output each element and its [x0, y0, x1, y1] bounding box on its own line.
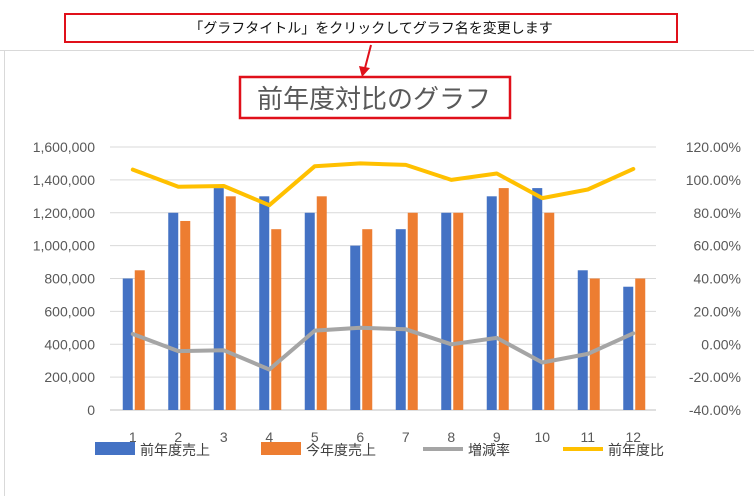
bar-this-year-sales[interactable] [271, 229, 282, 410]
bar-this-year-sales[interactable] [453, 212, 464, 410]
line-series [130, 161, 636, 372]
chart-title[interactable]: 前年度対比のグラフ [257, 85, 491, 115]
right-tick-label: 0.00% [701, 336, 741, 352]
right-axis: -40.00% -20.00% 0.00% 20.00% 40.00% 60.00% 80.… [686, 139, 741, 418]
line-change-rate[interactable] [130, 325, 636, 372]
x-tick-label: 4 [265, 429, 273, 445]
right-tick-label: 60.00% [694, 238, 741, 254]
left-tick-label: 400,000 [44, 336, 95, 352]
x-tick-label: 10 [534, 429, 550, 445]
legend-label: 今年度売上 [306, 443, 376, 459]
bar-this-year-sales[interactable] [589, 278, 600, 411]
bar-prev-year-sales[interactable] [395, 229, 406, 410]
left-tick-label: 1,000,000 [33, 238, 95, 254]
x-tick-label: 9 [493, 429, 501, 445]
bar-prev-year-sales[interactable] [441, 212, 452, 410]
chart-legend[interactable]: 前年度売上 今年度売上 増減率 前年度比 [95, 442, 664, 459]
right-tick-label: 80.00% [694, 205, 741, 221]
x-tick-label: 1 [129, 429, 137, 445]
left-tick-label: 0 [87, 402, 95, 418]
bar-prev-year-sales[interactable] [486, 196, 497, 410]
bar-this-year-sales[interactable] [134, 270, 145, 410]
x-tick-label: 11 [580, 429, 595, 445]
bar-prev-year-sales[interactable] [304, 212, 315, 410]
sheet-gridline-left [4, 50, 5, 496]
left-tick-label: 800,000 [44, 271, 95, 287]
bar-this-year-sales[interactable] [407, 212, 418, 410]
chart-title-highlight [238, 75, 512, 120]
legend-swatch [95, 442, 135, 455]
x-tick-label: 2 [174, 429, 182, 445]
x-axis: 1 2 3 4 5 6 7 8 9 10 11 12 [129, 429, 641, 445]
left-tick-label: 1,400,000 [33, 172, 95, 188]
x-tick-label: 7 [402, 429, 410, 445]
instruction-callout-text: 「グラフタイトル」をクリックしてグラフ名を変更します [189, 21, 553, 37]
x-tick-label: 3 [220, 429, 228, 445]
bar-prev-year-sales[interactable] [259, 196, 270, 410]
bar-this-year-sales[interactable] [544, 212, 555, 410]
bar-prev-year-sales[interactable] [122, 278, 133, 411]
callout-arrow-line [364, 44, 372, 69]
x-tick-label: 6 [356, 429, 364, 445]
left-tick-label: 200,000 [44, 369, 95, 385]
bar-prev-year-sales[interactable] [623, 286, 634, 410]
callout-arrow-head [359, 66, 370, 77]
bar-this-year-sales[interactable] [635, 278, 646, 411]
right-tick-label: 20.00% [694, 303, 741, 319]
instruction-callout: 「グラフタイトル」をクリックしてグラフ名を変更します [64, 13, 678, 43]
bar-this-year-sales[interactable] [362, 229, 373, 410]
left-tick-label: 600,000 [44, 303, 95, 319]
legend-swatch [261, 442, 301, 455]
x-tick-label: 12 [625, 429, 641, 445]
bar-prev-year-sales[interactable] [577, 270, 588, 410]
bar-this-year-sales[interactable] [498, 188, 509, 410]
chart-gridlines [110, 146, 656, 411]
x-tick-label: 5 [311, 429, 319, 445]
right-tick-label: 40.00% [694, 271, 741, 287]
legend-label: 前年度比 [608, 442, 664, 459]
bar-this-year-sales[interactable] [180, 220, 191, 410]
bar-this-year-sales[interactable] [316, 196, 327, 410]
legend-label: 増減率 [468, 442, 510, 459]
right-tick-label: -40.00% [689, 402, 741, 418]
left-axis: 0 200,000 400,000 600,000 800,000 1,000,000 1,… [33, 139, 96, 418]
left-tick-label: 1,600,000 [33, 139, 95, 155]
bar-this-year-sales[interactable] [225, 196, 236, 410]
right-tick-label: 120.00% [686, 139, 741, 155]
bar-prev-year-sales[interactable] [168, 212, 179, 410]
right-tick-label: -20.00% [689, 369, 741, 385]
x-tick-label: 8 [447, 429, 455, 445]
legend-label: 前年度売上 [140, 442, 210, 459]
line-yoy-ratio[interactable] [130, 161, 636, 208]
sheet-gridline-top [0, 50, 754, 51]
left-tick-label: 1,200,000 [33, 205, 95, 221]
bar-prev-year-sales[interactable] [532, 188, 543, 410]
right-tick-label: 100.00% [686, 172, 741, 188]
bar-prev-year-sales[interactable] [213, 188, 224, 410]
